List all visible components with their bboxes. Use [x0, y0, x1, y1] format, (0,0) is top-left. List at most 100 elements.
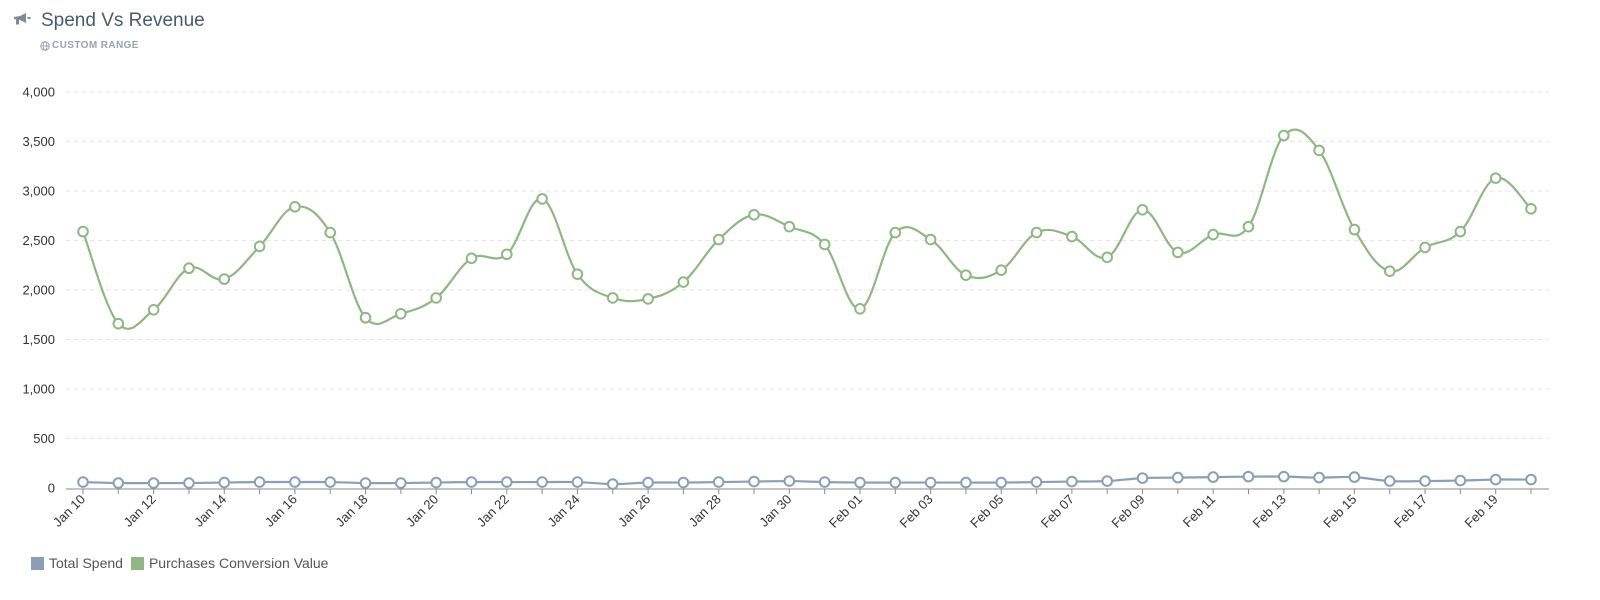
- total-spend-point: [1030, 476, 1043, 488]
- total-spend-point: [818, 476, 831, 488]
- conversion-value-point: [324, 226, 337, 239]
- x-tick-label: Feb 11: [1180, 492, 1219, 531]
- y-tick-label: 3,000: [22, 184, 55, 199]
- conversion-value-point: [854, 303, 866, 315]
- total-spend-point: [1242, 470, 1255, 483]
- total-spend-point: [677, 476, 690, 489]
- total-spend-point: [1489, 473, 1502, 486]
- total-spend-point: [501, 476, 513, 488]
- y-tick-label: 1,000: [22, 382, 55, 397]
- conversion-value-point: [606, 292, 619, 304]
- megaphone-icon: [14, 13, 31, 25]
- total-spend-point: [430, 476, 442, 489]
- conversion-value-point: [112, 317, 125, 330]
- total-spend-point: [1277, 470, 1290, 483]
- legend-item-total-spend[interactable]: Total Spend: [31, 555, 123, 571]
- total-spend-point: [1454, 474, 1467, 487]
- conversion-value-point: [924, 233, 937, 246]
- x-tick-label: Feb 07: [1038, 492, 1077, 531]
- x-tick-label: Jan 28: [686, 492, 724, 530]
- x-tick-label: Feb 17: [1391, 492, 1430, 531]
- y-tick-label: 4,000: [22, 85, 55, 100]
- x-tick-label: Jan 10: [50, 492, 88, 530]
- conversion-value-point: [889, 226, 902, 239]
- y-tick-label: 3,500: [22, 134, 55, 149]
- total-spend-point: [1525, 473, 1537, 486]
- total-spend-point: [783, 475, 796, 487]
- total-spend-point: [395, 477, 407, 489]
- legend-swatch-revenue: [130, 556, 144, 570]
- conversion-value-point: [571, 268, 584, 280]
- total-spend-point: [218, 476, 231, 489]
- total-spend-point: [1066, 475, 1078, 488]
- conversion-value-point: [183, 262, 195, 275]
- x-tick-label: Feb 05: [967, 492, 1006, 531]
- total-spend-point: [183, 477, 195, 489]
- x-tick-label: Jan 30: [756, 492, 794, 530]
- conversion-value-point: [1489, 172, 1502, 184]
- chart-header: Spend Vs Revenue CUSTOM RANGE: [12, 10, 205, 51]
- total-spend-point: [77, 476, 89, 488]
- total-spend-point: [571, 476, 584, 488]
- total-spend-point: [924, 476, 937, 489]
- legend-item-conversion-value[interactable]: Purchases Conversion Value: [130, 555, 329, 571]
- conversion-value-point: [218, 273, 231, 285]
- legend-label-spend: Total Spend: [49, 555, 123, 571]
- total-spend-point: [606, 478, 619, 490]
- x-tick-label: Jan 12: [121, 492, 159, 530]
- total-spend-point: [1383, 475, 1396, 487]
- chart-legend: Total Spend Purchases Conversion Value: [31, 555, 336, 571]
- conversion-value-point: [1454, 225, 1467, 238]
- conversion-value-point: [1030, 226, 1043, 239]
- x-tick-label: Feb 19: [1462, 492, 1501, 531]
- x-tick-label: Feb 15: [1320, 492, 1359, 531]
- conversion-value-point: [253, 240, 266, 253]
- total-spend-point: [854, 476, 866, 489]
- conversion-value-point: [77, 225, 89, 238]
- conversion-value-point: [1419, 241, 1431, 254]
- total-spend-point: [1136, 472, 1149, 484]
- x-tick-label: Jan 24: [544, 492, 582, 530]
- conversion-value-point: [748, 208, 760, 221]
- x-tick-label: Jan 26: [615, 492, 653, 530]
- y-tick-label: 0: [48, 481, 55, 496]
- y-tick-label: 1,500: [22, 332, 55, 347]
- total-spend-point: [1172, 471, 1184, 484]
- conversion-value-point: [712, 233, 725, 246]
- total-spend-point: [889, 476, 902, 489]
- conversion-value-point: [501, 248, 513, 261]
- conversion-value-point: [642, 293, 654, 305]
- total-spend-point: [253, 476, 266, 488]
- x-tick-label: Jan 22: [474, 492, 512, 530]
- x-tick-label: Jan 18: [332, 492, 370, 530]
- conversion-value-point: [536, 193, 548, 205]
- total-spend-point: [748, 475, 760, 488]
- total-spend-point: [359, 477, 372, 489]
- conversion-value-point: [1207, 228, 1219, 241]
- conversion-value-point: [1313, 144, 1325, 157]
- x-tick-label: Feb 03: [896, 492, 935, 531]
- conversion-value-point: [995, 264, 1008, 277]
- x-tick-label: Jan 20: [403, 492, 441, 530]
- conversion-value-point: [1172, 246, 1184, 259]
- conversion-value-point: [359, 311, 372, 324]
- conversion-value-point: [289, 201, 301, 213]
- total-spend-point: [995, 476, 1008, 489]
- conversion-value-point: [395, 307, 407, 320]
- total-spend-point: [465, 476, 478, 488]
- total-spend-point: [147, 477, 160, 489]
- conversion-value-point: [465, 252, 478, 265]
- total-spend-point: [1101, 475, 1113, 487]
- conversion-value-point: [430, 292, 442, 304]
- conversion-value-point: [1277, 129, 1290, 142]
- legend-label-revenue: Purchases Conversion Value: [148, 555, 329, 571]
- globe-icon: [40, 40, 50, 51]
- total-spend-point: [1207, 471, 1219, 483]
- y-tick-label: 2,500: [22, 233, 55, 248]
- total-spend-point: [112, 477, 125, 489]
- legend-swatch-spend: [31, 556, 44, 570]
- page-title: Spend Vs Revenue: [41, 10, 205, 31]
- conversion-value-point: [1383, 265, 1396, 277]
- conversion-value-point: [1066, 230, 1078, 243]
